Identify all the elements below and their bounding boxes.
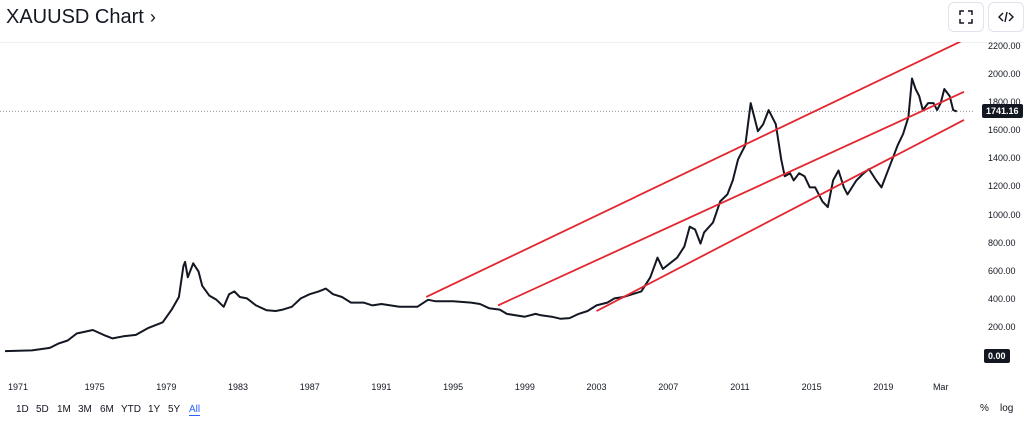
y-tick-label: 200.00 [988,321,1016,332]
channel-line-2 [497,91,965,307]
channel-line-1 [425,42,962,298]
chevron-right-icon: › [149,7,156,27]
zero-badge: 0.00 [984,349,1010,363]
x-tick-label: 2003 [586,382,607,392]
range-button-1d[interactable]: 1D [16,404,29,415]
x-tick-label: 1979 [156,382,177,392]
range-button-6m[interactable]: 6M [100,404,114,415]
y-tick-label: 800.00 [988,237,1016,248]
chart-title-link[interactable]: XAUUSD Chart › [6,6,156,29]
range-button-3m[interactable]: 3M [78,404,92,415]
chart-title: XAUUSD Chart [6,6,144,28]
x-tick-label: 2015 [801,382,822,392]
embed-code-button[interactable] [988,2,1024,32]
range-button-5d[interactable]: 5D [36,404,49,415]
percent-scale-button[interactable]: % [980,403,989,414]
price-line [4,77,958,353]
chart-area[interactable] [0,42,1024,396]
channel-line-3 [596,119,965,312]
y-tick-label: 400.00 [988,293,1016,304]
y-tick-label: 1800.00 [988,97,1021,108]
embed-code-icon [998,11,1014,23]
x-tick-label: 1971 [7,382,29,392]
y-tick-label: 1400.00 [988,153,1021,164]
x-tick-label: Mar [932,382,949,392]
range-button-1m[interactable]: 1M [57,404,71,415]
x-tick-label: 1983 [228,382,249,392]
chart-canvas[interactable] [0,42,1024,396]
y-tick-label: 1000.00 [988,209,1021,220]
x-tick-label: 2019 [873,382,894,392]
x-tick-label: 1995 [443,382,464,392]
range-button-ytd[interactable]: YTD [121,404,141,415]
x-tick-label: 1987 [299,382,320,392]
log-scale-button[interactable]: log [1000,403,1014,414]
fullscreen-icon [959,10,973,24]
last-price-badge: 1741.16 [982,104,1023,119]
y-tick-label: 1200.00 [988,181,1021,192]
x-tick-label: 1991 [371,382,392,392]
x-tick-label: 2007 [658,382,679,392]
chart-header: XAUUSD Chart › [0,0,1024,40]
range-toolbar: 1D 5D 1M 3M 6M YTD 1Y 5Y All % log [0,398,1024,425]
range-button-5y[interactable]: 5Y [168,404,181,415]
y-tick-label: 1600.00 [988,125,1021,136]
fullscreen-button[interactable] [948,2,984,32]
x-tick-label: 2011 [730,382,750,392]
y-tick-label: 2200.00 [988,40,1021,51]
y-tick-label: 2000.00 [988,69,1021,79]
y-tick-label: 600.00 [988,265,1016,276]
x-tick-label: 1975 [84,382,105,392]
range-button-all[interactable]: All [189,404,201,416]
range-button-1y[interactable]: 1Y [148,404,161,415]
x-tick-label: 1999 [514,382,535,392]
